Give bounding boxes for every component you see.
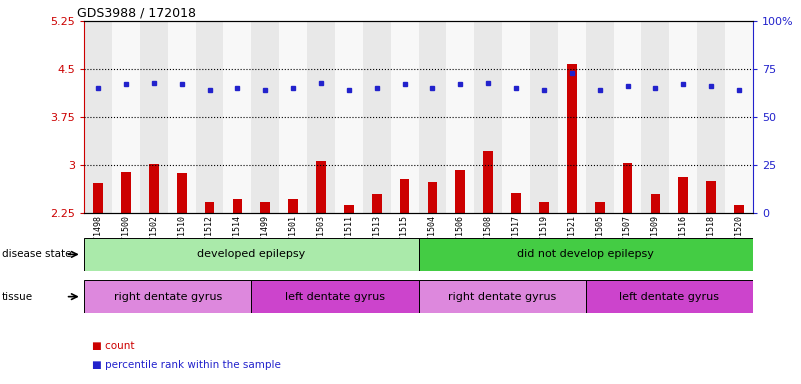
Bar	[316, 161, 326, 357]
Bar	[280, 21, 307, 213]
Text: left dentate gyrus: left dentate gyrus	[619, 291, 719, 302]
Bar	[483, 151, 493, 357]
Bar	[418, 21, 446, 213]
Bar	[418, 280, 586, 313]
Bar	[363, 21, 391, 213]
Bar	[697, 21, 725, 213]
Bar	[288, 199, 298, 357]
Text: right dentate gyrus: right dentate gyrus	[448, 291, 556, 302]
Text: ■ count: ■ count	[92, 341, 135, 351]
Bar	[446, 21, 474, 213]
Bar	[344, 205, 354, 357]
Bar	[530, 21, 557, 213]
Text: tissue: tissue	[2, 291, 33, 302]
Bar	[335, 21, 363, 213]
Bar	[140, 21, 167, 213]
Bar	[418, 238, 753, 271]
Bar	[586, 280, 753, 313]
Bar	[622, 163, 633, 357]
Bar	[706, 181, 716, 357]
Text: GDS3988 / 172018: GDS3988 / 172018	[78, 7, 196, 20]
Bar	[650, 194, 660, 357]
Bar	[642, 21, 670, 213]
Text: ■ percentile rank within the sample: ■ percentile rank within the sample	[92, 360, 281, 370]
Bar	[586, 21, 614, 213]
Bar	[678, 177, 688, 357]
Bar	[112, 21, 140, 213]
Bar	[725, 21, 753, 213]
Bar	[511, 193, 521, 357]
Bar	[149, 164, 159, 357]
Bar	[84, 21, 112, 213]
Bar	[614, 21, 642, 213]
Bar	[232, 199, 242, 357]
Bar	[474, 21, 502, 213]
Bar	[557, 21, 586, 213]
Bar	[252, 21, 280, 213]
Text: right dentate gyrus: right dentate gyrus	[114, 291, 222, 302]
Bar	[167, 21, 195, 213]
Bar	[195, 21, 223, 213]
Bar	[539, 202, 549, 357]
Bar	[595, 202, 605, 357]
Bar	[428, 182, 437, 357]
Bar	[84, 238, 418, 271]
Text: left dentate gyrus: left dentate gyrus	[285, 291, 385, 302]
Bar	[84, 280, 252, 313]
Text: disease state: disease state	[2, 249, 71, 260]
Bar	[735, 205, 744, 357]
Bar	[204, 202, 215, 357]
Bar	[121, 172, 131, 357]
Bar	[502, 21, 530, 213]
Bar	[400, 179, 409, 357]
Bar	[223, 21, 252, 213]
Bar	[567, 64, 577, 357]
Text: developed epilepsy: developed epilepsy	[197, 249, 305, 260]
Bar	[260, 202, 270, 357]
Bar	[372, 194, 381, 357]
Bar	[252, 280, 418, 313]
Bar	[177, 173, 187, 357]
Text: did not develop epilepsy: did not develop epilepsy	[517, 249, 654, 260]
Bar	[391, 21, 418, 213]
Bar	[670, 21, 697, 213]
Bar	[93, 183, 103, 357]
Bar	[456, 170, 465, 357]
Bar	[307, 21, 335, 213]
